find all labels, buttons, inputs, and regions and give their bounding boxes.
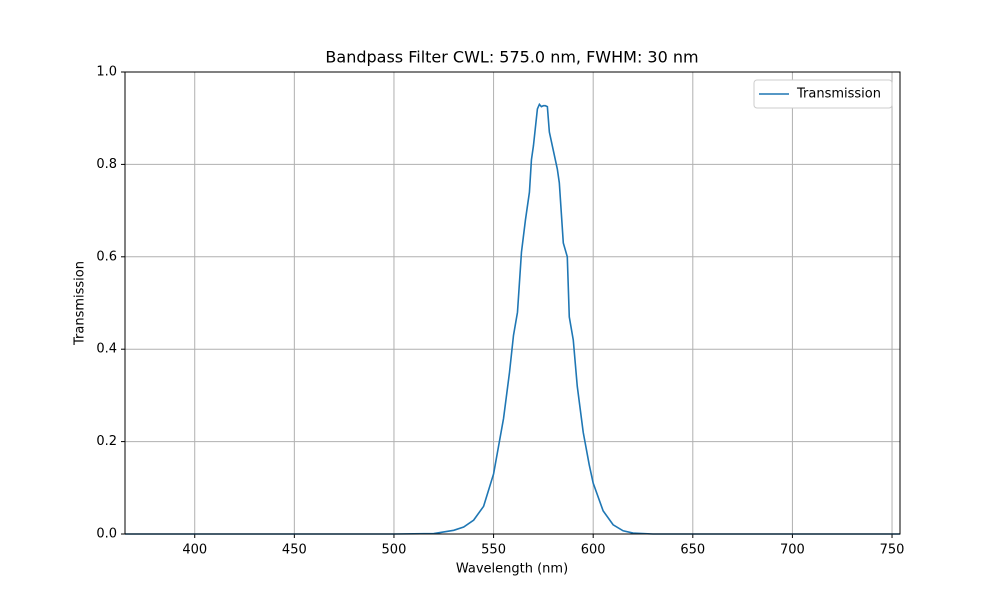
x-tick-label: 700 xyxy=(780,543,805,558)
chart-title: Bandpass Filter CWL: 575.0 nm, FWHM: 30 … xyxy=(325,48,698,67)
y-axis-label: Transmission xyxy=(73,261,88,346)
y-tick-label: 0.8 xyxy=(96,157,117,172)
x-tick-label: 600 xyxy=(581,543,606,558)
x-axis-label: Wavelength (nm) xyxy=(456,562,568,577)
x-tick-label: 650 xyxy=(680,543,705,558)
y-tick-label: 0.2 xyxy=(96,434,117,449)
x-tick-label: 450 xyxy=(282,543,307,558)
y-tick-label: 0.4 xyxy=(96,342,117,357)
y-tick-label: 0.6 xyxy=(96,249,117,264)
y-tick-label: 0.0 xyxy=(96,527,117,542)
x-tick-label: 750 xyxy=(880,543,905,558)
legend-label: Transmission xyxy=(796,87,881,102)
legend-box xyxy=(753,79,893,109)
x-tick-label: 500 xyxy=(382,543,407,558)
y-tick-label: 1.0 xyxy=(96,65,117,80)
plot-frame xyxy=(124,71,901,535)
x-tick-label: 400 xyxy=(182,543,207,558)
line-series xyxy=(125,102,900,535)
x-tick-label: 550 xyxy=(481,543,506,558)
